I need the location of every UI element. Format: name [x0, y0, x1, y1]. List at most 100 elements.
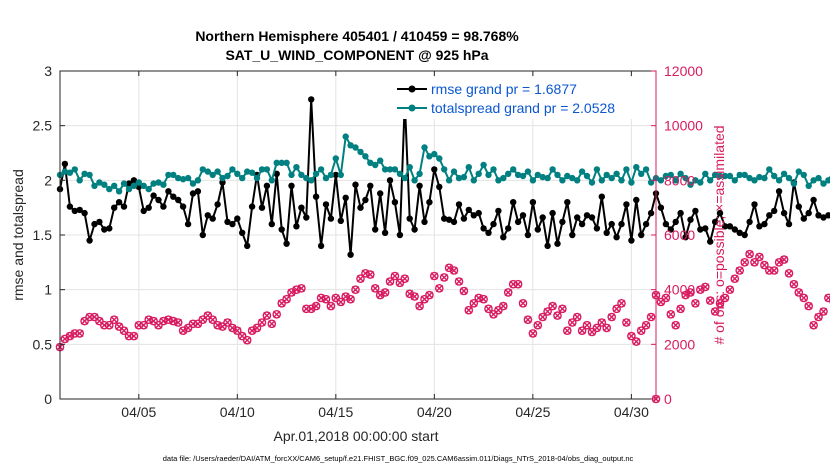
y-left-tick-label: 1 — [44, 282, 52, 298]
rmse-point — [539, 214, 546, 221]
spread-point — [406, 164, 413, 171]
y-left-tick-label: 2 — [44, 172, 52, 188]
rmse-point — [372, 226, 379, 233]
spread-point — [253, 174, 261, 182]
obs-count-marker — [503, 288, 513, 297]
obs-possible-circle — [242, 335, 252, 345]
obs-possible-circle — [109, 315, 119, 325]
obs-assimilated-cross — [479, 295, 488, 303]
obs-assimilated-cross — [238, 332, 246, 340]
obs-possible-circle — [65, 331, 75, 341]
rmse-point — [426, 199, 433, 206]
rmse-point — [761, 220, 768, 228]
obs-possible-circle — [154, 320, 163, 330]
obs-count-marker — [400, 274, 410, 284]
obs-count-marker — [681, 290, 690, 300]
rmse-point — [115, 199, 123, 206]
rmse-point — [367, 182, 374, 189]
series-group — [55, 96, 830, 404]
spread-point — [628, 179, 635, 186]
spread-point — [450, 168, 458, 175]
obs-count-marker — [725, 285, 735, 295]
rmse-point — [288, 182, 295, 189]
obs-assimilated-cross — [401, 275, 409, 283]
spread-point — [672, 177, 679, 184]
spread-point — [268, 177, 275, 184]
obs-count-marker — [622, 318, 631, 327]
spread-point — [766, 166, 773, 173]
obs-possible-circle — [390, 271, 400, 281]
rmse-point — [308, 96, 315, 103]
x-tick-label: 04/30 — [614, 404, 649, 420]
spread-point — [500, 174, 507, 182]
obs-possible-circle — [341, 292, 351, 301]
obs-assimilated-cross — [342, 292, 350, 301]
obs-possible-circle — [405, 289, 415, 299]
obs-count-marker — [804, 301, 814, 311]
rmse-point — [229, 220, 236, 228]
rmse-point — [219, 179, 226, 186]
rmse-point — [647, 209, 655, 217]
obs-assimilated-cross — [273, 310, 281, 318]
rmse-point — [170, 193, 177, 200]
rmse-point — [352, 181, 359, 188]
spread-point — [721, 172, 729, 180]
spread-point — [633, 164, 640, 171]
obs-count-marker — [346, 294, 355, 304]
rmse-point — [475, 209, 482, 217]
obs-possible-circle — [824, 293, 830, 303]
rmse-point — [263, 182, 271, 189]
rmse-point — [317, 242, 325, 250]
obs-count-marker — [449, 266, 459, 275]
rmse-point — [377, 190, 384, 197]
obs-count-marker — [336, 297, 346, 307]
obs-count-marker — [434, 283, 444, 293]
rmse-point — [298, 204, 305, 211]
rmse-point — [106, 225, 113, 232]
obs-assimilated-cross — [204, 311, 212, 320]
legend-spread-marker — [408, 104, 416, 112]
y-right-tick-label: 12000 — [664, 63, 703, 79]
legend-box — [392, 77, 652, 119]
rmse-point — [357, 204, 364, 211]
rmse-point — [815, 212, 822, 219]
rmse-point — [61, 160, 69, 168]
spread-point — [179, 176, 187, 183]
rmse-point — [697, 226, 704, 233]
obs-count-marker — [769, 266, 779, 275]
obs-possible-circle — [750, 257, 759, 267]
rmse-point — [480, 225, 487, 232]
spread-point — [638, 170, 645, 177]
obs-count-marker — [523, 315, 533, 325]
obs-assimilated-cross — [662, 294, 670, 302]
obs-possible-circle — [794, 288, 804, 297]
obs-assimilated-cross — [371, 284, 379, 292]
x-axis-label: Apr.01,2018 00:00:00 start — [273, 428, 438, 444]
obs-assimilated-cross — [312, 302, 320, 310]
obs-possible-circle — [375, 290, 385, 300]
spread-point — [367, 159, 374, 166]
spread-point — [677, 170, 684, 177]
spread-point — [362, 153, 369, 160]
rmse-point — [800, 215, 807, 222]
spread-point — [421, 144, 428, 151]
rmse-point — [460, 215, 468, 222]
obs-count-marker — [617, 298, 626, 308]
obs-count-marker — [789, 279, 799, 289]
rmse-point — [726, 223, 734, 230]
obs-possible-circle — [454, 277, 464, 286]
obs-count-marker — [641, 320, 651, 330]
obs-possible-circle — [183, 323, 193, 333]
spread-point — [263, 166, 271, 173]
spread-point — [534, 171, 541, 179]
obs-assimilated-cross — [95, 317, 104, 325]
spread-point — [61, 168, 69, 175]
obs-possible-circle — [385, 277, 395, 286]
spread-point — [115, 188, 123, 195]
rmse-point — [672, 218, 679, 226]
obs-possible-circle — [582, 320, 592, 330]
obs-assimilated-cross — [534, 321, 542, 329]
obs-count-marker — [464, 305, 474, 315]
spread-point — [199, 166, 206, 173]
spread-point — [347, 142, 354, 149]
